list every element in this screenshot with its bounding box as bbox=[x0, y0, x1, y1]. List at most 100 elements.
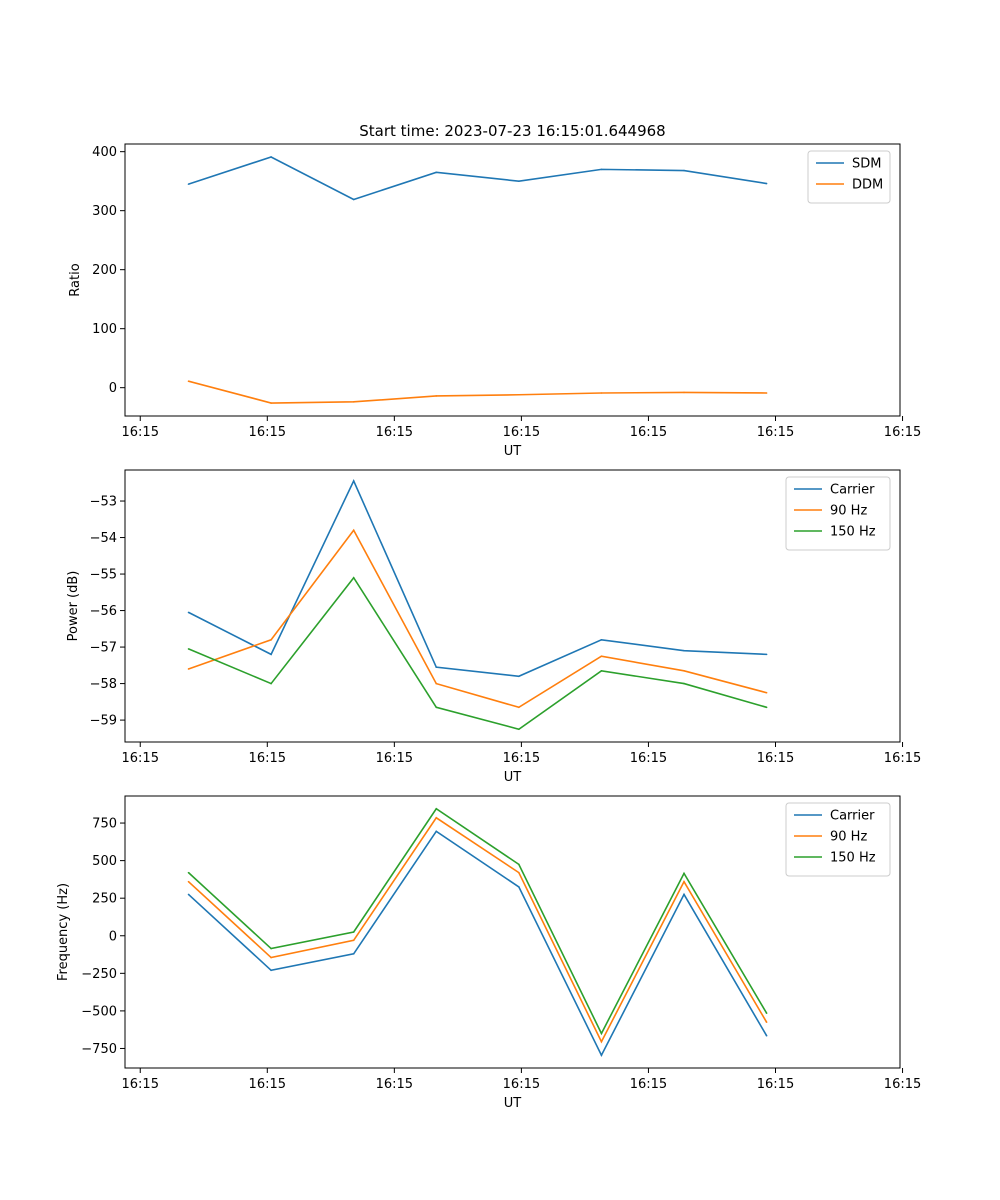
x-tick-label: 16:15 bbox=[122, 751, 159, 766]
data-point bbox=[270, 653, 272, 656]
y-tick-label: −57 bbox=[90, 641, 117, 656]
x-tick-label: 16:15 bbox=[249, 751, 286, 766]
chart-panel-1: 16:15 16:15 16:15 16:15 16:15 16:15 16:15 0 100 2… bbox=[68, 122, 921, 459]
y-tick-label: −500 bbox=[81, 1004, 117, 1019]
legend: Carrier 90 Hz 150 Hz bbox=[785, 476, 891, 551]
axes-frame bbox=[124, 469, 901, 743]
y-tick-label: −59 bbox=[90, 714, 117, 729]
x-tick-label: 16:15 bbox=[757, 425, 794, 440]
series-line-carrier bbox=[188, 479, 767, 678]
x-tick-label: 16:15 bbox=[884, 751, 921, 766]
y-tick-label: 0 bbox=[109, 381, 117, 396]
legend-label: DDM bbox=[852, 178, 883, 193]
y-axis-label: Ratio bbox=[68, 263, 83, 296]
data-point bbox=[518, 728, 520, 731]
data-point bbox=[352, 576, 355, 579]
legend-label: 150 Hz bbox=[830, 851, 876, 866]
x-tick-label: 16:15 bbox=[376, 751, 413, 766]
data-point bbox=[435, 816, 438, 819]
data-point bbox=[187, 668, 190, 670]
y-tick-label: 0 bbox=[109, 929, 117, 944]
data-point bbox=[600, 168, 603, 171]
y-axis-label: Power (dB) bbox=[66, 571, 81, 642]
x-tick-label: 16:15 bbox=[630, 425, 667, 440]
y-tick-label: 750 bbox=[92, 817, 117, 832]
data-point bbox=[435, 682, 438, 685]
y-tick-label: 400 bbox=[92, 145, 117, 160]
data-point bbox=[270, 682, 272, 685]
y-tick-label: −56 bbox=[90, 604, 117, 619]
x-tick-label: 16:15 bbox=[376, 425, 413, 440]
chart-panel-3: 16:15 16:15 16:15 16:15 16:15 16:15 16:15 −750 −… bbox=[56, 795, 921, 1111]
legend-label: SDM bbox=[852, 157, 881, 172]
y-tick-label: −53 bbox=[90, 495, 117, 510]
data-point bbox=[765, 653, 768, 656]
data-point bbox=[765, 392, 768, 394]
y-tick-label: 100 bbox=[92, 322, 117, 337]
data-point bbox=[270, 402, 272, 404]
series-line-carrier bbox=[187, 830, 768, 1058]
data-point bbox=[187, 183, 190, 185]
legend-label: 90 Hz bbox=[830, 830, 867, 845]
x-tick-label: 16:15 bbox=[376, 1077, 413, 1092]
data-point bbox=[600, 392, 603, 394]
data-point bbox=[683, 893, 685, 896]
legend-label: 90 Hz bbox=[830, 504, 867, 519]
data-point bbox=[518, 871, 520, 874]
data-point bbox=[435, 706, 438, 709]
data-point bbox=[765, 182, 768, 185]
data-point bbox=[352, 931, 355, 933]
series-line-sdm bbox=[188, 156, 767, 201]
data-point bbox=[683, 649, 685, 652]
data-point bbox=[187, 893, 190, 896]
axes-frame bbox=[124, 143, 901, 417]
data-point bbox=[352, 529, 355, 532]
data-point bbox=[187, 611, 190, 614]
data-point bbox=[518, 863, 520, 866]
chart-title: Start time: 2023-07-23 16:15:01.644968 bbox=[359, 122, 665, 140]
data-point bbox=[270, 638, 272, 641]
x-tick-label: 16:15 bbox=[630, 1077, 667, 1092]
x-tick-label: 16:15 bbox=[503, 425, 540, 440]
chart-panel-2: 16:15 16:15 16:15 16:15 16:15 16:15 16:15 −59 −5… bbox=[66, 469, 921, 785]
legend-label: Carrier bbox=[830, 809, 875, 824]
data-point bbox=[518, 675, 520, 678]
data-point bbox=[765, 1034, 768, 1037]
data-point bbox=[683, 682, 685, 685]
x-axis-label: UT bbox=[504, 770, 522, 785]
data-point bbox=[435, 830, 438, 833]
data-point bbox=[270, 956, 272, 959]
data-point bbox=[683, 872, 685, 875]
data-point bbox=[352, 952, 355, 955]
data-point bbox=[683, 169, 685, 172]
x-tick-label: 16:15 bbox=[757, 751, 794, 766]
data-point bbox=[352, 480, 355, 482]
data-point bbox=[765, 1021, 768, 1023]
series-line-90-hz bbox=[187, 816, 768, 1044]
x-tick-label: 16:15 bbox=[249, 425, 286, 440]
x-tick-label: 16:15 bbox=[249, 1077, 286, 1092]
data-point bbox=[518, 706, 520, 709]
x-tick-label: 16:15 bbox=[884, 1077, 921, 1092]
data-point bbox=[600, 1032, 603, 1035]
y-tick-label: −58 bbox=[90, 677, 117, 692]
data-point bbox=[600, 1054, 603, 1057]
y-tick-label: 200 bbox=[92, 263, 117, 278]
data-point bbox=[600, 1040, 603, 1043]
data-point bbox=[683, 670, 685, 672]
data-point bbox=[600, 638, 603, 641]
x-axis-label: UT bbox=[504, 444, 522, 459]
data-point bbox=[435, 395, 438, 397]
x-tick-label: 16:15 bbox=[503, 751, 540, 766]
data-point bbox=[518, 886, 520, 888]
legend-label: Carrier bbox=[830, 483, 875, 498]
data-point bbox=[765, 691, 768, 694]
y-axis-label: Frequency (Hz) bbox=[56, 883, 71, 981]
data-point bbox=[187, 380, 190, 382]
x-tick-label: 16:15 bbox=[122, 425, 159, 440]
x-tick-label: 16:15 bbox=[630, 751, 667, 766]
data-point bbox=[187, 871, 190, 874]
data-point bbox=[187, 648, 190, 650]
data-point bbox=[270, 156, 272, 158]
